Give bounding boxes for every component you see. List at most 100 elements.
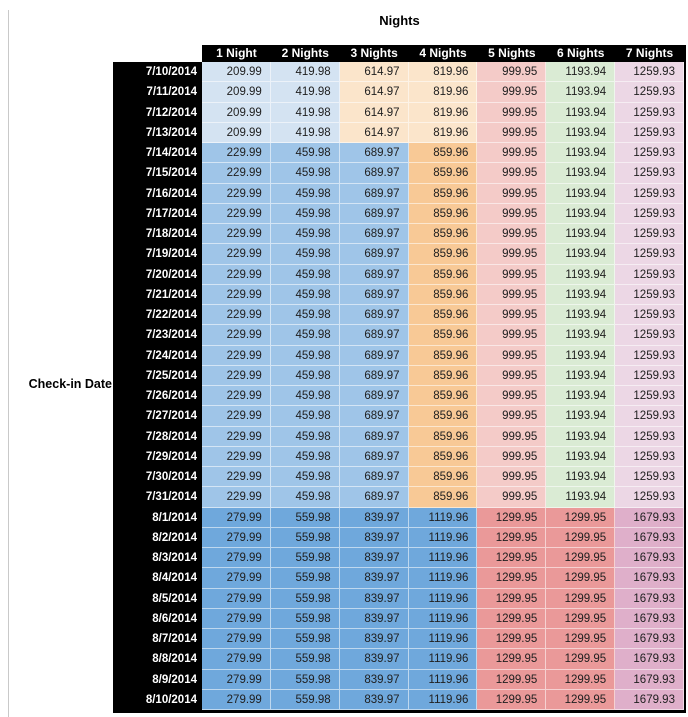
price-cell[interactable]: 839.97 — [339, 669, 409, 690]
price-cell[interactable]: 229.99 — [202, 183, 271, 204]
price-cell[interactable]: 1299.95 — [477, 649, 547, 670]
price-cell[interactable]: 999.95 — [477, 305, 547, 326]
column-header[interactable]: 5 Nights — [477, 45, 547, 62]
price-cell[interactable]: 819.96 — [408, 82, 478, 103]
price-cell[interactable]: 209.99 — [202, 62, 271, 83]
price-cell[interactable]: 859.96 — [408, 163, 478, 184]
price-cell[interactable]: 859.96 — [408, 264, 478, 285]
price-cell[interactable]: 689.97 — [339, 345, 409, 366]
price-cell[interactable]: 999.95 — [477, 122, 547, 143]
price-cell[interactable]: 229.99 — [202, 163, 271, 184]
price-cell[interactable]: 1193.94 — [546, 183, 616, 204]
price-cell[interactable]: 279.99 — [202, 548, 271, 569]
price-cell[interactable]: 859.96 — [408, 224, 478, 245]
price-cell[interactable]: 229.99 — [202, 244, 271, 265]
date-cell[interactable]: 7/13/2014 — [113, 122, 202, 143]
price-cell[interactable]: 419.98 — [270, 62, 340, 83]
price-cell[interactable]: 419.98 — [270, 102, 340, 123]
price-cell[interactable]: 1119.96 — [408, 649, 478, 670]
price-cell[interactable]: 459.98 — [270, 446, 340, 467]
price-cell[interactable]: 1299.95 — [546, 548, 616, 569]
price-cell[interactable]: 559.98 — [270, 568, 340, 589]
date-cell[interactable]: 7/10/2014 — [113, 62, 202, 83]
price-cell[interactable]: 1259.93 — [615, 446, 684, 467]
date-cell[interactable]: 7/22/2014 — [113, 305, 202, 326]
price-cell[interactable]: 559.98 — [270, 669, 340, 690]
price-cell[interactable]: 689.97 — [339, 203, 409, 224]
price-cell[interactable]: 1679.93 — [615, 689, 684, 710]
price-cell[interactable]: 859.96 — [408, 325, 478, 346]
price-cell[interactable]: 559.98 — [270, 689, 340, 710]
price-cell[interactable]: 229.99 — [202, 345, 271, 366]
date-cell[interactable]: 7/12/2014 — [113, 102, 202, 123]
price-cell[interactable]: 1193.94 — [546, 62, 616, 83]
price-cell[interactable]: 1299.95 — [546, 568, 616, 589]
price-cell[interactable]: 1299.95 — [546, 608, 616, 629]
price-cell[interactable]: 459.98 — [270, 284, 340, 305]
price-cell[interactable]: 999.95 — [477, 244, 547, 265]
price-cell[interactable]: 859.96 — [408, 365, 478, 386]
price-cell[interactable]: 1259.93 — [615, 143, 684, 164]
column-header[interactable]: 6 Nights — [546, 45, 616, 62]
price-cell[interactable]: 859.96 — [408, 305, 478, 326]
price-cell[interactable]: 229.99 — [202, 325, 271, 346]
date-cell[interactable]: 7/24/2014 — [113, 345, 202, 366]
price-cell[interactable]: 689.97 — [339, 446, 409, 467]
price-cell[interactable]: 999.95 — [477, 365, 547, 386]
price-cell[interactable]: 859.96 — [408, 386, 478, 407]
price-cell[interactable]: 229.99 — [202, 203, 271, 224]
date-cell[interactable]: 7/19/2014 — [113, 244, 202, 265]
price-cell[interactable]: 1193.94 — [546, 163, 616, 184]
price-cell[interactable]: 1259.93 — [615, 62, 684, 83]
price-cell[interactable]: 1193.94 — [546, 82, 616, 103]
price-cell[interactable]: 1259.93 — [615, 386, 684, 407]
price-cell[interactable]: 999.95 — [477, 224, 547, 245]
price-cell[interactable]: 229.99 — [202, 426, 271, 447]
price-cell[interactable]: 1193.94 — [546, 284, 616, 305]
price-cell[interactable]: 689.97 — [339, 467, 409, 488]
price-cell[interactable]: 209.99 — [202, 102, 271, 123]
price-cell[interactable]: 859.96 — [408, 446, 478, 467]
price-cell[interactable]: 1679.93 — [615, 548, 684, 569]
price-cell[interactable]: 999.95 — [477, 467, 547, 488]
price-cell[interactable]: 559.98 — [270, 608, 340, 629]
date-cell[interactable]: 7/11/2014 — [113, 82, 202, 103]
price-cell[interactable]: 999.95 — [477, 345, 547, 366]
price-cell[interactable]: 279.99 — [202, 527, 271, 548]
price-cell[interactable]: 1299.95 — [477, 527, 547, 548]
price-cell[interactable]: 1299.95 — [477, 608, 547, 629]
price-cell[interactable]: 1679.93 — [615, 629, 684, 650]
price-cell[interactable]: 229.99 — [202, 487, 271, 508]
price-cell[interactable]: 1679.93 — [615, 608, 684, 629]
price-cell[interactable]: 999.95 — [477, 426, 547, 447]
price-cell[interactable]: 1193.94 — [546, 365, 616, 386]
price-cell[interactable]: 689.97 — [339, 244, 409, 265]
price-cell[interactable]: 1259.93 — [615, 426, 684, 447]
price-cell[interactable]: 1299.95 — [546, 669, 616, 690]
price-cell[interactable]: 1299.95 — [546, 588, 616, 609]
price-cell[interactable]: 999.95 — [477, 406, 547, 427]
price-cell[interactable]: 839.97 — [339, 629, 409, 650]
price-cell[interactable]: 614.97 — [339, 102, 409, 123]
price-cell[interactable]: 1259.93 — [615, 305, 684, 326]
price-cell[interactable]: 1119.96 — [408, 568, 478, 589]
price-cell[interactable]: 559.98 — [270, 507, 340, 528]
price-cell[interactable]: 1259.93 — [615, 406, 684, 427]
price-cell[interactable]: 689.97 — [339, 224, 409, 245]
price-cell[interactable]: 999.95 — [477, 487, 547, 508]
price-cell[interactable]: 1679.93 — [615, 568, 684, 589]
price-cell[interactable]: 1259.93 — [615, 163, 684, 184]
price-cell[interactable]: 419.98 — [270, 82, 340, 103]
price-cell[interactable]: 1193.94 — [546, 426, 616, 447]
price-cell[interactable]: 1679.93 — [615, 527, 684, 548]
price-cell[interactable]: 1299.95 — [477, 507, 547, 528]
price-cell[interactable]: 279.99 — [202, 629, 271, 650]
price-cell[interactable]: 1259.93 — [615, 284, 684, 305]
price-cell[interactable]: 459.98 — [270, 325, 340, 346]
price-cell[interactable]: 1299.95 — [546, 649, 616, 670]
price-cell[interactable]: 559.98 — [270, 548, 340, 569]
date-cell[interactable]: 7/18/2014 — [113, 224, 202, 245]
price-cell[interactable]: 1193.94 — [546, 122, 616, 143]
price-cell[interactable]: 689.97 — [339, 406, 409, 427]
price-cell[interactable]: 1299.95 — [546, 629, 616, 650]
